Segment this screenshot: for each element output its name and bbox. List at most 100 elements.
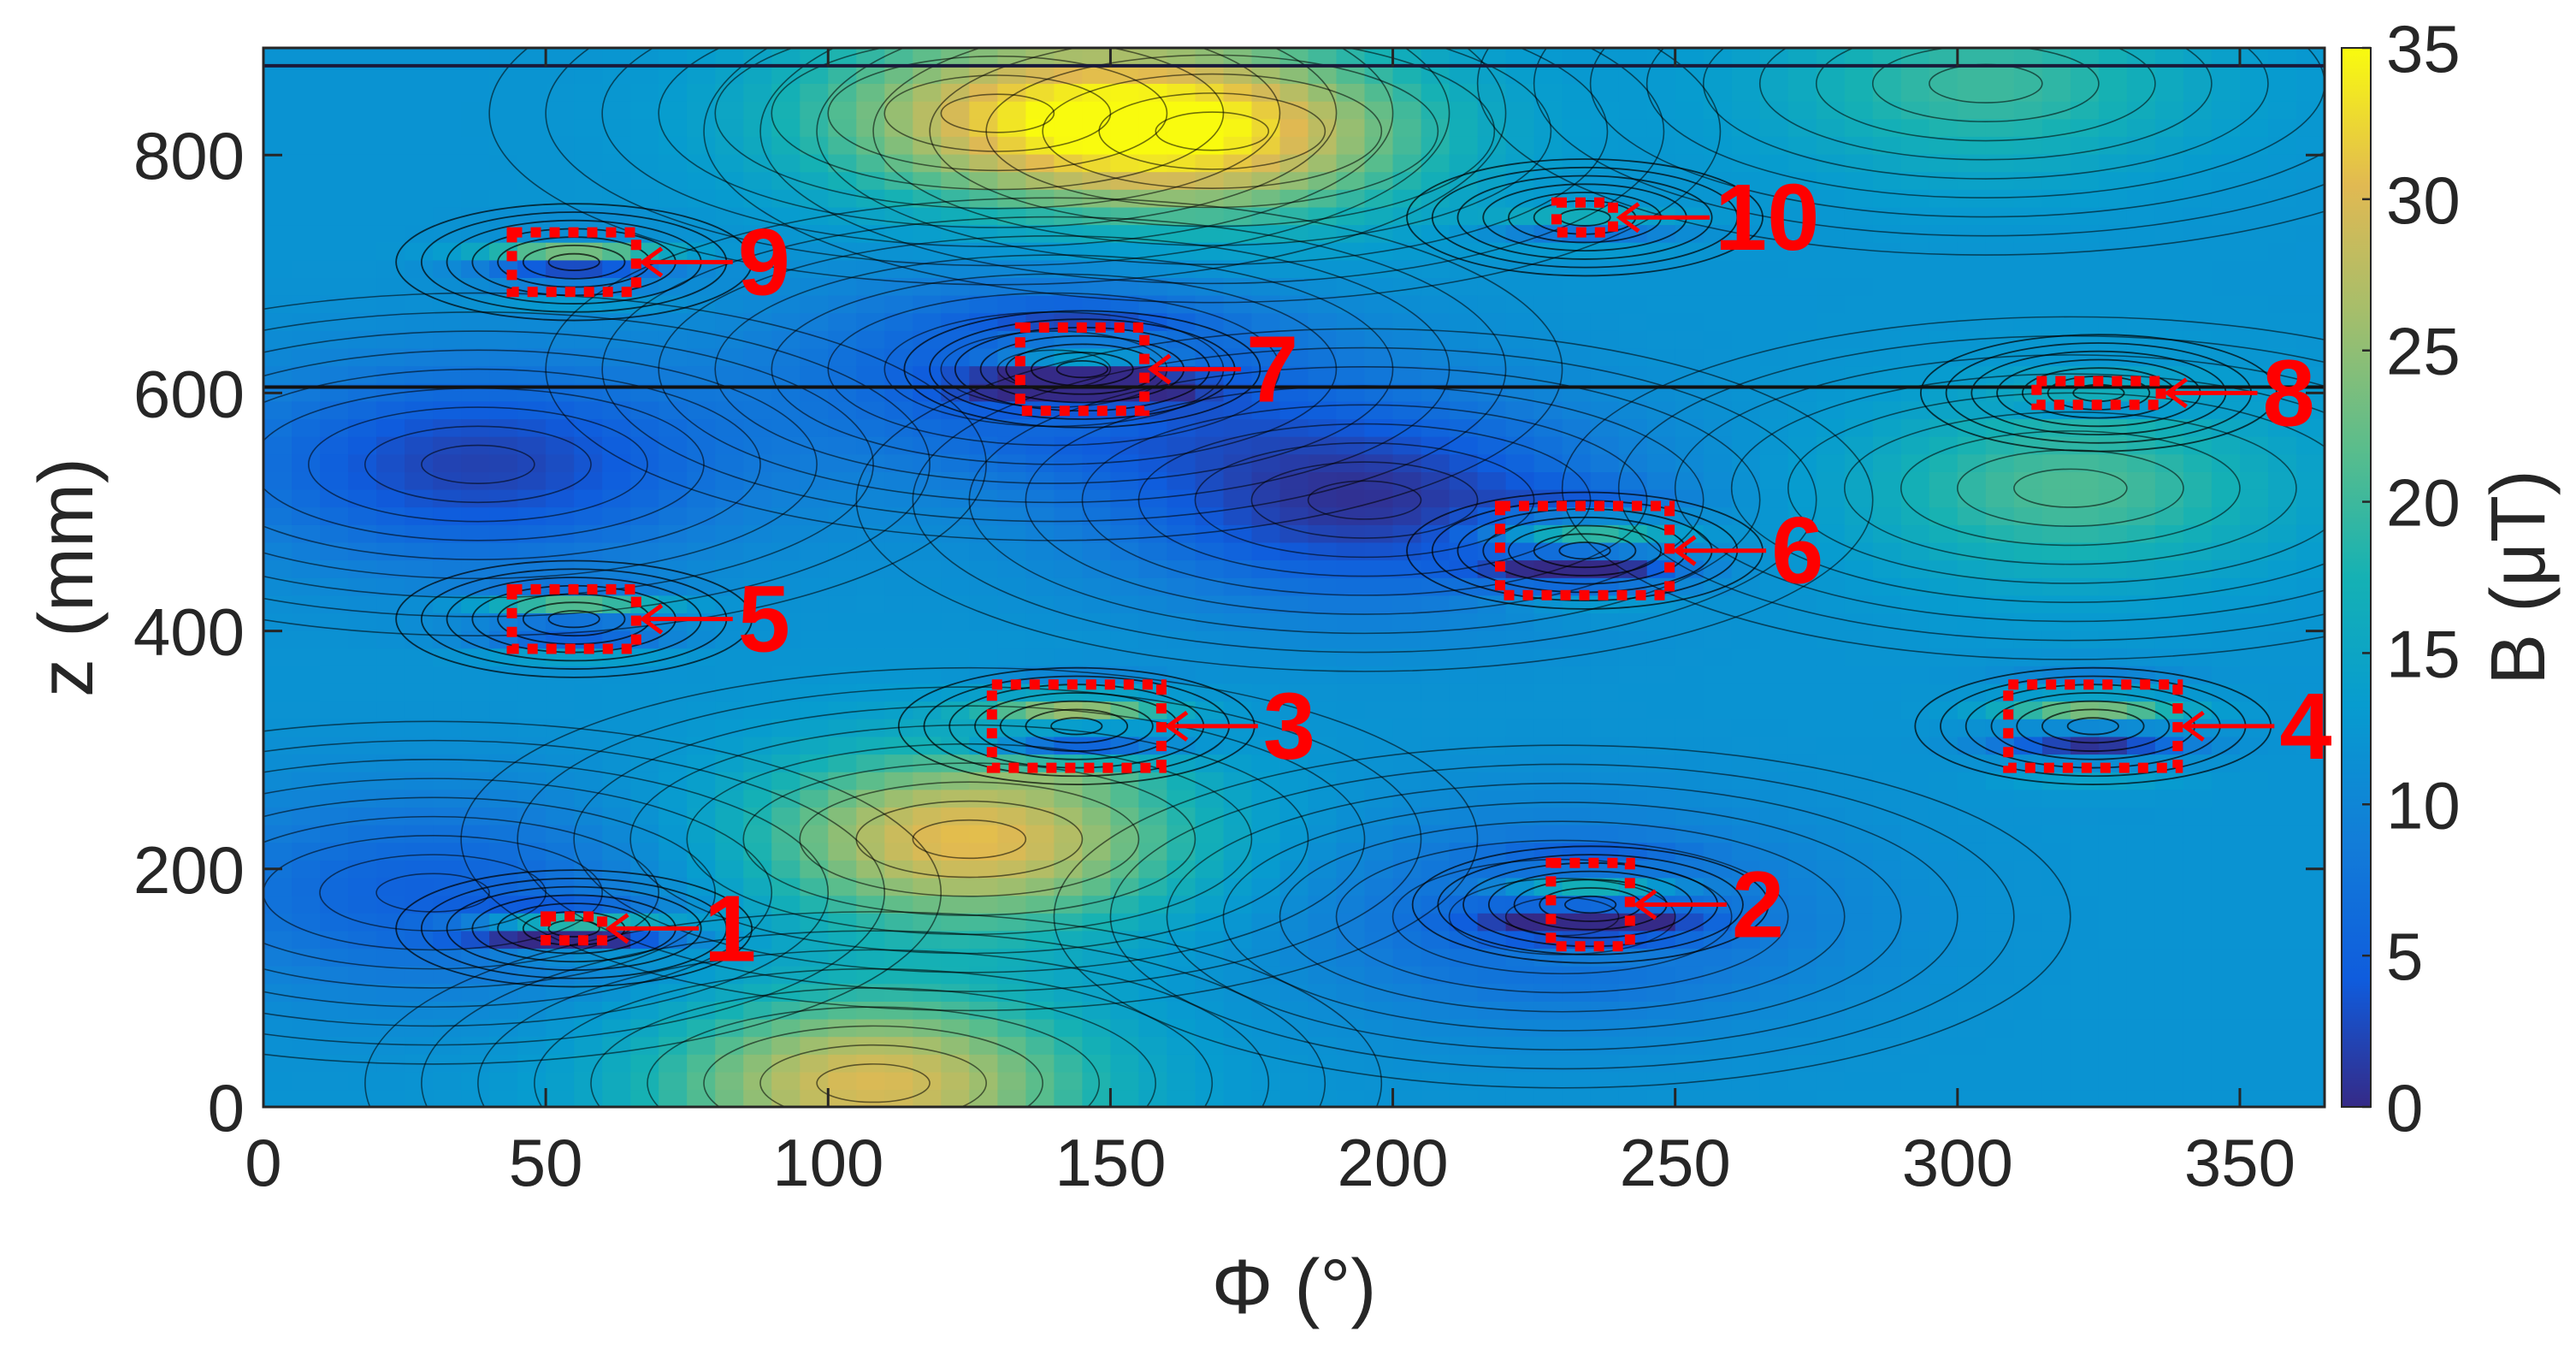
heatmap-cell — [546, 189, 575, 208]
heatmap-cell — [1251, 312, 1281, 331]
heatmap-cell — [1308, 347, 1338, 367]
heatmap-cell — [1929, 488, 1959, 508]
heatmap-cell — [574, 136, 603, 155]
heatmap-cell — [574, 48, 603, 67]
heatmap-cell — [1703, 1036, 1733, 1055]
heatmap-cell — [2268, 948, 2297, 967]
heatmap-cell — [1449, 1054, 1479, 1073]
contour-line — [855, 328, 1874, 672]
heatmap-cell — [348, 48, 377, 67]
heatmap-cell — [1449, 1089, 1479, 1107]
heatmap-cell — [800, 701, 830, 719]
heatmap-cell — [292, 294, 321, 314]
contour-line — [395, 203, 753, 322]
heatmap-cell — [1590, 983, 1620, 1002]
heatmap-cell — [461, 612, 490, 631]
heatmap-cell — [1364, 153, 1394, 173]
heatmap-cell — [941, 577, 971, 596]
heatmap-cell — [2070, 877, 2100, 896]
heatmap-cell — [1392, 736, 1422, 755]
heatmap-cell — [1985, 612, 2015, 631]
heatmap-cell — [1364, 630, 1394, 649]
heatmap-cell — [1562, 277, 1592, 296]
heatmap-cell — [1336, 506, 1366, 525]
heatmap-cell — [2098, 824, 2128, 843]
heatmap-cell — [517, 736, 547, 755]
heatmap-cell — [348, 719, 377, 737]
heatmap-cell — [771, 153, 801, 173]
heatmap-cell — [348, 153, 377, 173]
heatmap-cell — [659, 666, 688, 684]
heatmap-cell — [969, 595, 999, 613]
heatmap-cell — [1957, 65, 1987, 84]
heatmap-cell — [1929, 242, 1959, 261]
heatmap-cell — [1223, 1001, 1253, 1020]
heatmap-cell — [405, 189, 434, 208]
heatmap-cell — [941, 948, 971, 967]
heatmap-cell — [1816, 118, 1846, 137]
heatmap-cell — [2211, 683, 2241, 702]
x-axis-label: Φ (°) — [1212, 1245, 1377, 1330]
heatmap-cell — [405, 330, 434, 349]
heatmap-cell — [602, 153, 631, 173]
heatmap-cell — [1590, 701, 1620, 719]
contour-line — [1431, 166, 1739, 269]
heatmap-cell — [1759, 789, 1789, 808]
heatmap-cell — [1844, 1036, 1874, 1055]
heatmap-cell — [1392, 807, 1422, 825]
heatmap-cell — [1279, 895, 1309, 914]
heatmap-cell — [1505, 719, 1535, 737]
heatmap-cell — [1138, 1018, 1168, 1038]
heatmap-cell — [1477, 683, 1507, 702]
heatmap-cell — [2268, 824, 2297, 843]
heatmap-cell — [2183, 259, 2213, 278]
heatmap-cell — [2183, 842, 2213, 861]
heatmap-cell — [659, 65, 688, 84]
heatmap-cell — [1703, 277, 1733, 296]
heatmap-cell — [1957, 294, 1987, 314]
heatmap-cell — [1167, 453, 1196, 472]
heatmap-cell — [1421, 824, 1450, 843]
heatmap-cell — [1731, 648, 1761, 666]
heatmap-cell — [1731, 418, 1761, 437]
heatmap-cell — [1759, 666, 1789, 684]
heatmap-cell — [2126, 983, 2156, 1002]
heatmap-cell — [1675, 224, 1705, 243]
heatmap-cell — [1816, 683, 1846, 702]
heatmap-cell — [1844, 435, 1874, 455]
heatmap-cell — [1675, 648, 1705, 666]
heatmap-cell — [715, 153, 744, 173]
heatmap-cell — [1787, 347, 1817, 367]
heatmap-cell — [1562, 136, 1592, 155]
heatmap-cell — [2013, 577, 2043, 596]
heatmap-cell — [771, 736, 801, 755]
heatmap-cell — [1787, 719, 1817, 737]
heatmap-cell — [2183, 1071, 2213, 1091]
heatmap-cell — [1533, 1001, 1563, 1020]
heatmap-cell — [2154, 860, 2184, 879]
heatmap-cell — [2296, 736, 2325, 755]
x-tick-label: 150 — [1055, 1125, 1166, 1200]
heatmap-cell — [546, 347, 575, 367]
heatmap-cell — [913, 595, 942, 613]
heatmap-cell — [348, 895, 377, 914]
heatmap-cell — [1816, 541, 1846, 561]
heatmap-cell — [376, 736, 405, 755]
heatmap-cell — [1364, 877, 1394, 896]
heatmap-cell — [1590, 807, 1620, 825]
heatmap-cell — [2098, 171, 2128, 190]
heatmap-cell — [376, 772, 405, 790]
heatmap-cell — [433, 719, 462, 737]
heatmap-cell — [1675, 612, 1705, 631]
heatmap-cell — [1562, 772, 1592, 790]
heatmap-cell — [969, 153, 999, 173]
heatmap-cell — [1449, 189, 1479, 208]
heatmap-cell — [1816, 277, 1846, 296]
heatmap-cell — [771, 719, 801, 737]
heatmap-cell — [800, 860, 830, 879]
heatmap-cell — [997, 559, 1027, 578]
heatmap-cell — [659, 860, 688, 879]
heatmap-cell — [1900, 506, 1930, 525]
heatmap-cell — [1223, 418, 1253, 437]
heatmap-cell — [884, 171, 914, 190]
